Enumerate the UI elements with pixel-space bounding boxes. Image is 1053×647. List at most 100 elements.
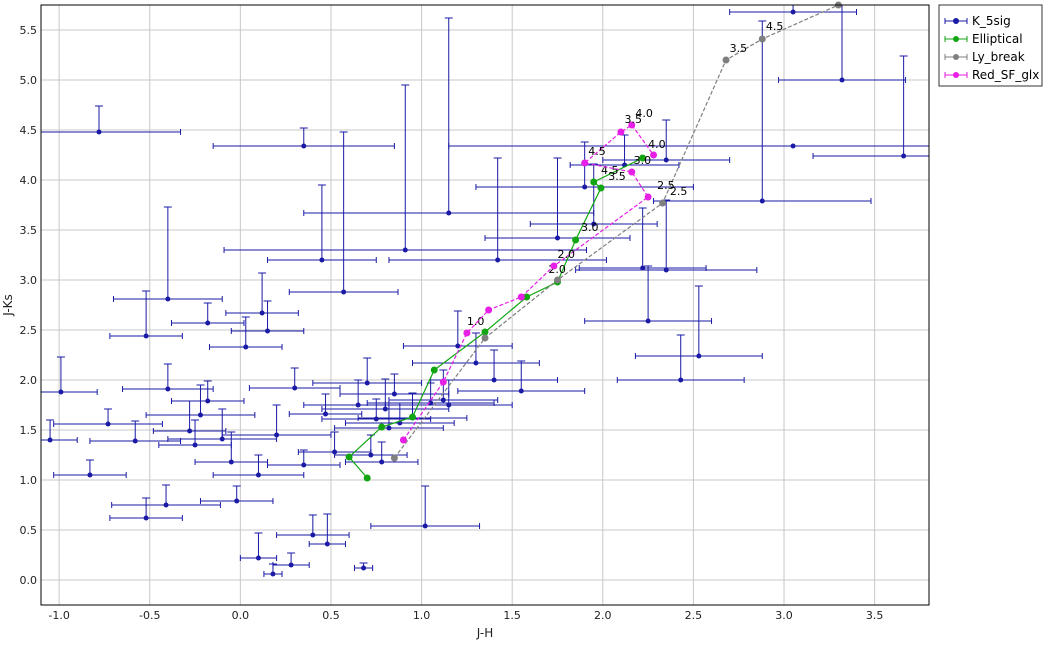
k5sig-point [152, 400, 227, 434]
k5sig-point [312, 357, 423, 386]
red-sf-glx-marker [550, 262, 558, 270]
k5sig-marker [361, 565, 367, 571]
k5sig-marker [355, 402, 361, 408]
k5sig-marker [310, 532, 316, 538]
k5sig-point [276, 514, 350, 538]
legend-marker [953, 72, 959, 78]
k5sig-point [111, 484, 221, 508]
k5sig-point [344, 441, 419, 465]
k5sig-point [194, 431, 269, 465]
red-sf-glx-redshift-label: 2.5 [657, 179, 675, 192]
k5sig-point [221, 404, 332, 438]
k5sig-point [616, 334, 745, 383]
k5sig-marker [105, 421, 111, 427]
ly-break-marker [758, 35, 766, 43]
k5sig-point [109, 497, 183, 521]
k5sig-marker [243, 344, 249, 350]
k5sig-marker [382, 406, 388, 412]
k5sig-point [402, 310, 513, 349]
k5sig-marker [491, 377, 497, 383]
k5sig-point [199, 485, 274, 504]
k5sig-marker [373, 416, 379, 422]
y-axis-label: J-Ks [1, 294, 15, 317]
red-sf-glx-redshift-label: 3.5 [625, 113, 643, 126]
k5sig-point [388, 157, 607, 263]
k5sig-point [529, 163, 658, 227]
k5sig-marker [379, 459, 385, 465]
y-tick-label: 5.0 [20, 74, 38, 87]
red-sf-glx-marker [581, 159, 589, 167]
k5sig-marker [901, 153, 907, 159]
k5sig-point [212, 127, 395, 149]
k5sig-point [812, 55, 930, 159]
k5sig-point [225, 272, 299, 316]
k5sig-marker [265, 328, 271, 334]
k5sig-marker [759, 198, 765, 204]
k5sig-marker [640, 265, 646, 271]
k5sig-point [122, 363, 214, 392]
k5sig-marker [495, 257, 501, 263]
x-tick-label: 0.5 [322, 609, 340, 622]
k5sig-marker [386, 425, 392, 431]
k5sig-marker [554, 235, 560, 241]
k5sig-point [653, 20, 872, 204]
ly-break-marker [722, 56, 730, 64]
k5sig-point [602, 119, 731, 163]
k5sig-point [634, 285, 763, 359]
elliptical-marker [481, 328, 489, 336]
k5sig-point [267, 449, 341, 468]
elliptical-marker [345, 453, 353, 461]
k5sig-marker [197, 412, 203, 418]
x-tick-label: 1.0 [413, 609, 431, 622]
k5sig-marker [219, 436, 225, 442]
y-tick-label: 0.0 [20, 574, 38, 587]
y-tick-label: 3.0 [20, 274, 38, 287]
k5sig-point [457, 360, 586, 394]
k5sig-marker [368, 452, 374, 458]
elliptical-redshift-label: 3.5 [608, 170, 626, 183]
elliptical-marker [430, 366, 438, 374]
plot-frame [40, 4, 930, 606]
k5sig-marker [696, 353, 702, 359]
red-sf-glx-marker [628, 168, 636, 176]
elliptical-redshift-label: 4.5 [601, 164, 619, 177]
y-tick-label: 2.0 [20, 374, 38, 387]
k5sig-marker [324, 541, 330, 547]
x-tick-label: 2.5 [685, 609, 703, 622]
k5sig-point [484, 157, 631, 241]
y-tick-label: 1.5 [20, 424, 38, 437]
legend-label: Ly_break [972, 50, 1025, 64]
k5sig-point [412, 332, 540, 366]
x-tick-label: 2.0 [594, 609, 612, 622]
k5sig-marker [274, 432, 280, 438]
k5sig-marker [591, 221, 597, 227]
k5sig-marker [205, 320, 211, 326]
k5sig-marker [165, 386, 171, 392]
k5sig-point [272, 552, 310, 568]
ly-break-redshift-label: 4.5 [766, 20, 784, 33]
legend: K_5sig Elliptical Ly_break Red_SF_glx [938, 4, 1043, 87]
k5sig-point [263, 563, 283, 577]
red-sf-glx-marker [485, 306, 493, 314]
legend-marker [953, 18, 959, 24]
k5sig-point [239, 532, 278, 561]
y-tick-label: 3.5 [20, 224, 38, 237]
ly-break-marker [390, 454, 398, 462]
elliptical-marker [363, 474, 371, 482]
k5sig-marker [582, 184, 588, 190]
k5sig-marker [790, 9, 796, 15]
k5sig-marker [96, 129, 102, 135]
red-sf-glx-marker [399, 436, 407, 444]
k5sig-point [475, 141, 694, 190]
k5sig-marker [422, 523, 428, 529]
ly-break-marker [481, 334, 489, 342]
k5sig-marker [255, 555, 261, 561]
k5sig-point [223, 84, 587, 253]
data-layer: 1.02.03.03.54.54.02.53.54.52.02.53.04.53… [40, 1, 930, 577]
k5sig-marker [323, 411, 329, 417]
y-tick-label: 5.5 [20, 24, 38, 37]
elliptical-marker [597, 184, 605, 192]
